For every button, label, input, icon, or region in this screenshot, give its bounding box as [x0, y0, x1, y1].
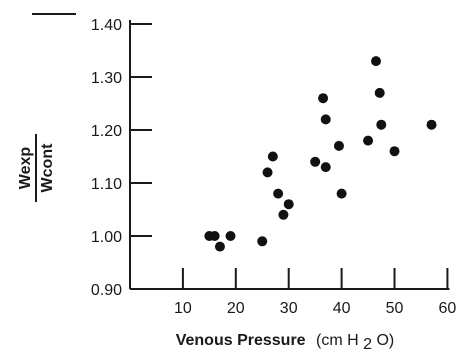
y-ticks: 0.90 1.00 1.10 1.20 1.30 1.40 — [91, 17, 152, 299]
data-point — [283, 199, 294, 210]
y-tick-label: 1.20 — [91, 123, 122, 140]
x-axis-title-unit-prefix: (cm H — [316, 332, 359, 349]
data-point — [267, 151, 278, 162]
data-point — [376, 119, 387, 130]
data-point — [318, 93, 329, 104]
y-tick-label: 1.40 — [91, 17, 122, 34]
x-axis-title: Venous Pressure (cm H 2 O) — [176, 332, 395, 352]
data-point — [225, 231, 236, 241]
data-point — [214, 241, 225, 252]
y-tick-label: 0.90 — [91, 282, 122, 299]
y-tick-label: 1.30 — [91, 70, 122, 87]
x-tick-label: 20 — [227, 300, 245, 317]
data-point — [320, 114, 331, 125]
x-axis-title-main: Venous Pressure — [176, 332, 306, 349]
x-tick-label: 30 — [280, 300, 298, 317]
data-point — [336, 188, 347, 199]
x-tick-label: 60 — [439, 300, 457, 317]
data-point — [389, 146, 400, 157]
x-tick-label: 50 — [386, 300, 404, 317]
y-axis-title: Wexp Wcont — [17, 134, 56, 202]
x-tick-label: 40 — [333, 300, 351, 317]
data-points — [204, 56, 437, 252]
data-point — [374, 87, 385, 98]
y-axis-title-numerator: Wexp — [17, 147, 34, 190]
data-point — [363, 135, 374, 146]
x-axis-title-unit-subscript: 2 — [363, 336, 372, 352]
data-point — [262, 167, 273, 178]
y-axis-title-denominator: Wcont — [39, 143, 56, 193]
data-point — [426, 119, 437, 130]
data-point — [333, 140, 344, 151]
data-point — [310, 156, 321, 167]
data-point — [257, 236, 268, 247]
data-point — [371, 56, 381, 67]
data-point — [278, 209, 289, 220]
data-point — [209, 231, 220, 241]
y-tick-label: 1.10 — [91, 176, 122, 193]
data-point — [320, 162, 331, 173]
x-ticks: 10 20 30 40 50 60 — [174, 268, 456, 317]
x-tick-label: 10 — [174, 300, 192, 317]
y-tick-label: 1.00 — [91, 229, 122, 246]
x-axis-title-unit-suffix: O) — [376, 332, 394, 349]
data-point — [273, 188, 284, 199]
